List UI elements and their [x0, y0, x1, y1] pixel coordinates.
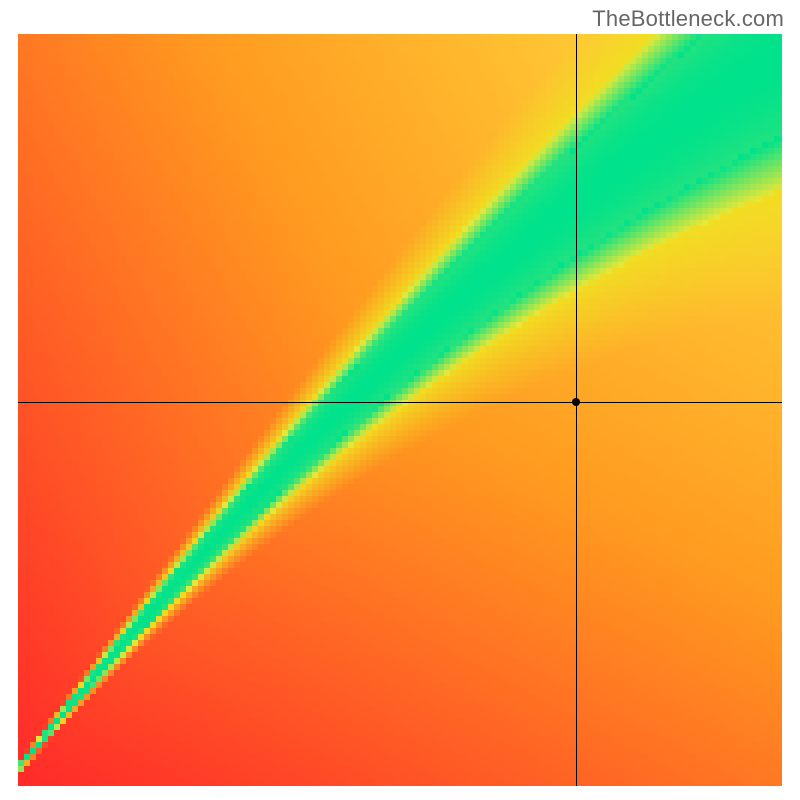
crosshair-horizontal [18, 402, 782, 403]
chart-container: TheBottleneck.com [0, 0, 800, 800]
bottleneck-heatmap [18, 34, 782, 786]
watermark-text: TheBottleneck.com [592, 6, 784, 32]
crosshair-vertical [576, 34, 577, 786]
